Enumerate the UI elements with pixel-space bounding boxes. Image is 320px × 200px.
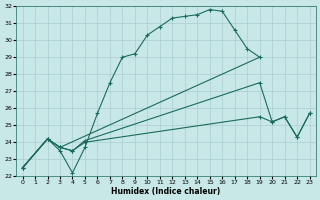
X-axis label: Humidex (Indice chaleur): Humidex (Indice chaleur) bbox=[111, 187, 221, 196]
